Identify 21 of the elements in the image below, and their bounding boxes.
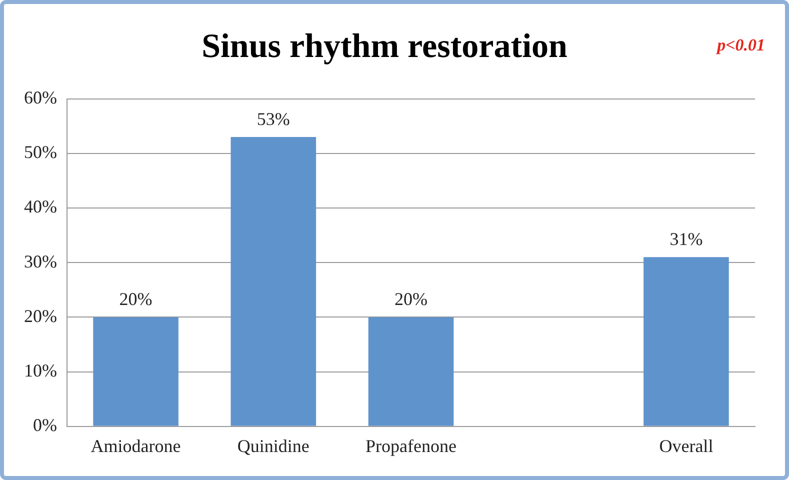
x-tick-label: Overall xyxy=(659,436,714,456)
bar xyxy=(93,317,178,426)
y-tick-label: 10% xyxy=(24,360,57,381)
y-tick-label: 40% xyxy=(24,196,57,217)
x-tick-label: Amiodarone xyxy=(90,436,181,456)
y-tick-label: 0% xyxy=(32,415,57,436)
y-tick-label: 30% xyxy=(24,251,57,272)
data-label: 53% xyxy=(256,108,290,129)
bar xyxy=(368,317,454,426)
y-tick-label: 20% xyxy=(24,306,57,326)
data-label: 20% xyxy=(119,288,152,309)
text: p<0.01 xyxy=(715,35,765,54)
y-tick-label: 60% xyxy=(24,88,57,108)
y-tick-label: 50% xyxy=(24,142,57,162)
bar xyxy=(644,257,729,426)
data-label: 31% xyxy=(670,228,703,249)
bar xyxy=(230,137,316,426)
x-tick-label: Quinidine xyxy=(237,436,310,456)
x-tick-label: Propafenone xyxy=(366,436,456,456)
chart-title: Sinus rhythm restoration xyxy=(202,28,568,66)
data-label: 20% xyxy=(394,288,428,309)
